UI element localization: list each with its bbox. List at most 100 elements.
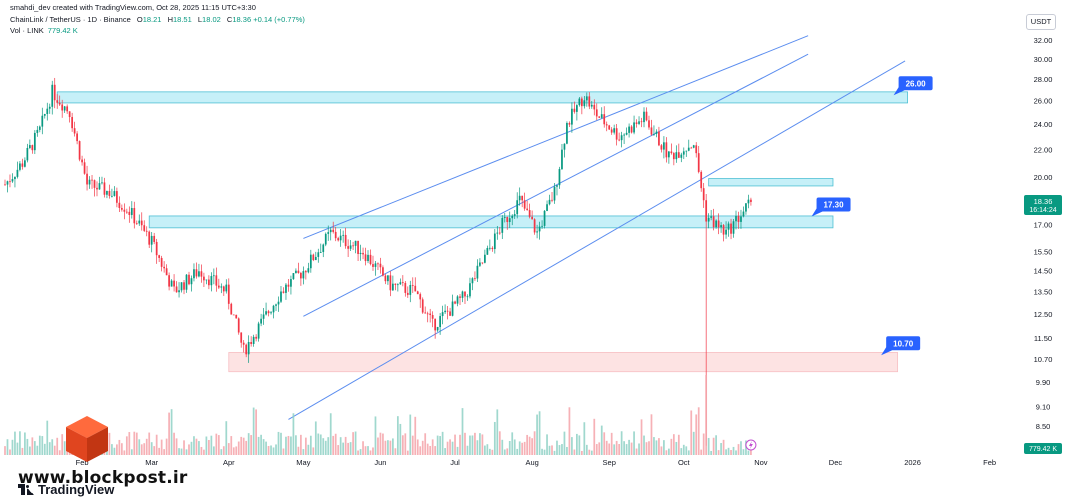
candle-body — [285, 284, 287, 293]
volume-bar — [556, 440, 558, 455]
volume-bar — [690, 410, 693, 455]
volume-bar — [130, 449, 133, 455]
candle-body — [58, 102, 61, 105]
candle-body — [68, 111, 71, 118]
volume-bar — [469, 435, 471, 455]
volume-bars-group — [4, 375, 752, 455]
candle-body — [135, 223, 138, 225]
volume-bar — [737, 444, 740, 455]
candle-body — [620, 135, 623, 141]
candle-body — [421, 299, 424, 313]
symbol-name[interactable]: ChainLink / TetherUS · 1D · Binance — [10, 15, 131, 24]
currency-selector[interactable]: USDT — [1026, 14, 1056, 30]
candle-body — [86, 173, 88, 185]
candle-body — [471, 278, 474, 284]
candle-body — [220, 286, 223, 288]
candle-body — [242, 342, 245, 345]
volume-bar — [727, 447, 730, 455]
y-tick-label: 15.50 — [1034, 247, 1053, 256]
price-callout-label: 17.30 — [824, 201, 845, 210]
volume-bar — [421, 440, 424, 455]
candle-body — [513, 214, 516, 216]
candle-body — [63, 106, 66, 111]
volume-info-line[interactable]: Vol · LINK 779.42 K — [10, 26, 78, 35]
volume-label[interactable]: Vol · LINK — [10, 26, 44, 35]
volume-bar — [255, 409, 257, 455]
price-callout: 10.70 — [881, 336, 921, 356]
candle-body — [603, 114, 606, 125]
author-credit: smahdi_dev created with TradingView.com,… — [10, 3, 256, 12]
volume-bar — [113, 447, 116, 455]
volume-bar — [635, 448, 638, 455]
candle-body — [183, 282, 185, 290]
volume-bar — [384, 440, 387, 455]
candle-body — [580, 98, 583, 107]
candle-body — [227, 284, 230, 304]
volume-bar — [123, 450, 126, 455]
volume-bar — [533, 431, 536, 455]
high-label: H — [167, 15, 173, 24]
volume-bar — [195, 438, 198, 455]
volume-bar — [344, 436, 347, 455]
volume-bar — [431, 439, 434, 455]
candle-body — [354, 240, 357, 246]
volume-bar — [424, 433, 427, 455]
candle-body — [270, 312, 272, 314]
volume-bar — [242, 437, 245, 455]
volume-bar — [732, 446, 735, 455]
candle-body — [148, 231, 151, 245]
y-tick-label: 32.00 — [1034, 36, 1053, 45]
volume-bar — [573, 449, 576, 455]
x-tick-label: Feb — [76, 458, 89, 467]
candle-body — [158, 255, 161, 258]
candle-body — [653, 133, 655, 135]
candle-body — [240, 332, 243, 343]
candle-body — [250, 341, 253, 344]
candle-body — [503, 217, 506, 218]
volume-bar — [145, 438, 148, 455]
volume-bar — [633, 431, 635, 455]
volume-bar — [474, 432, 476, 455]
candle-body — [484, 254, 486, 263]
volume-bar — [630, 442, 633, 455]
candle-body — [459, 296, 461, 298]
volume-bar — [205, 436, 208, 455]
candle-body — [272, 305, 275, 313]
candle-body — [329, 229, 332, 233]
volume-bar — [663, 440, 665, 455]
volume-bar — [486, 444, 489, 455]
volume-bar — [138, 439, 141, 455]
candle-body — [404, 282, 407, 293]
volume-bar — [697, 407, 700, 455]
candle-body — [474, 278, 476, 280]
volume-bar — [426, 443, 429, 455]
volume-bar — [31, 437, 34, 455]
candle-body — [118, 202, 121, 208]
volume-bar — [436, 435, 439, 455]
volume-bar — [133, 431, 136, 455]
volume-bar — [329, 413, 332, 455]
symbol-info-line[interactable]: ChainLink / TetherUS · 1D · Binance O18.… — [10, 15, 305, 24]
candle-body — [21, 163, 24, 167]
volume-bar — [275, 444, 277, 455]
candle-body — [561, 149, 563, 170]
candle-body — [257, 323, 260, 339]
y-tick-label: 9.10 — [1036, 402, 1051, 411]
volume-bar — [9, 449, 11, 455]
candle-body — [230, 303, 233, 315]
volume-bar — [193, 436, 195, 455]
volume-bar — [513, 439, 516, 455]
volume-bar — [511, 432, 514, 455]
x-tick-label: Jul — [450, 458, 460, 467]
candle-body — [595, 109, 598, 117]
volume-bar — [548, 445, 551, 455]
volume-bar — [188, 444, 190, 455]
volume-bar — [302, 449, 305, 455]
candle-body — [165, 268, 168, 276]
close-value: 18.36 — [232, 15, 252, 24]
chart-header: smahdi_dev created with TradingView.com,… — [0, 0, 1066, 40]
candle-body — [41, 115, 44, 127]
candle-body — [133, 208, 136, 224]
candle-body — [198, 271, 200, 277]
